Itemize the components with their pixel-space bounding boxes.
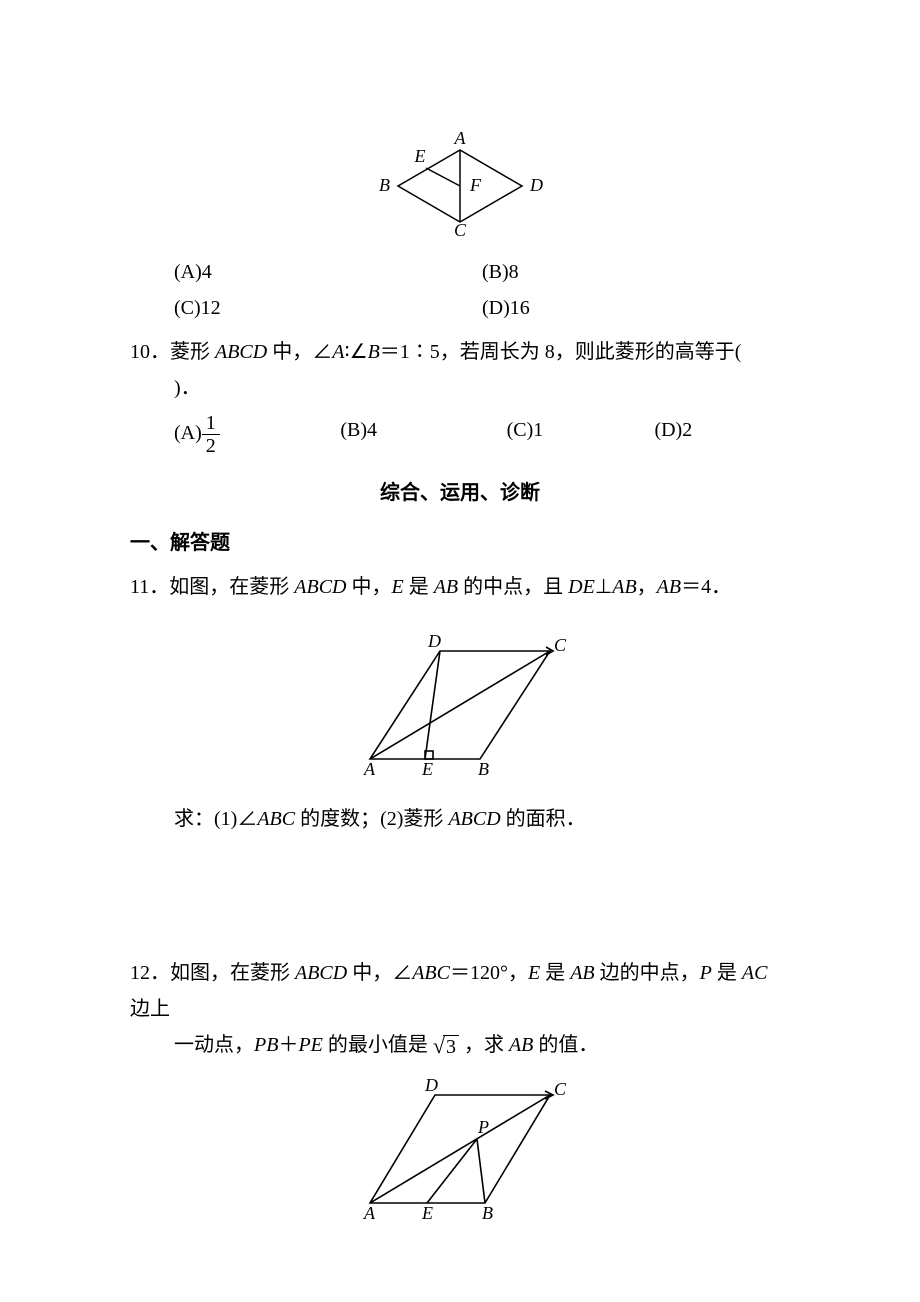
fraction-half: 12 [202,412,220,457]
q10-opt-c: (C)1 [507,412,655,457]
q10-closep: )． [174,370,790,406]
lbl-E: E [414,146,426,166]
lbl-D: D [529,175,543,195]
lbl-A: A [363,1203,376,1223]
q10-num: 10． [130,341,170,363]
q9-figure: A B C D E F [130,128,790,236]
q11-line: 11．如图，在菱形 ABCD 中，E 是 AB 的中点，且 DE⊥AB，AB＝4… [130,569,790,605]
q9-options-row2: (C)12 (D)16 [174,290,790,326]
lbl-C: C [554,1079,567,1099]
lbl-D: D [424,1075,438,1095]
lbl-B: B [478,759,489,779]
lbl-P: P [477,1117,489,1137]
rhombus-svg: A B C D E F [370,128,550,236]
q12-num: 12． [130,962,170,984]
sqrt-3: √3 [433,1035,459,1058]
q10-opt-b: (B)4 [340,412,506,457]
q11-svg: A B C D E [350,629,570,779]
lbl-C: C [554,635,567,655]
lbl-E: E [421,1203,433,1223]
q9-opt-b: (B)8 [482,254,790,290]
q10-opt-d: (D)2 [654,412,790,457]
q12-figure: A B C D E P [130,1073,790,1223]
q12-line1: 12．如图，在菱形 ABCD 中，∠ABC＝120°，E 是 AB 边的中点，P… [130,955,790,1027]
q9-options-row1: (A)4 (B)8 [174,254,790,290]
lbl-C: C [454,220,467,236]
lbl-E: E [421,759,433,779]
q10-opt-a: (A)12 [174,412,340,457]
section-heading: 综合、运用、诊断 [130,475,790,511]
lbl-A: A [363,759,376,779]
lbl-D: D [427,631,441,651]
q9-opt-c: (C)12 [174,290,482,326]
q11-num: 11． [130,576,169,598]
subsection-heading: 一、解答题 [130,525,790,561]
q12-line2: 一动点，PB＋PE 的最小值是 √3 ，求 AB 的值． [174,1027,790,1063]
q11-figure: A B C D E [130,629,790,779]
q12-svg: A B C D E P [350,1073,570,1223]
q11-ask: 求：(1)∠ABC 的度数；(2)菱形 ABCD 的面积． [174,801,790,837]
lbl-B: B [379,175,390,195]
lbl-B: B [482,1203,493,1223]
lbl-F: F [469,175,482,195]
lbl-A: A [454,128,467,148]
q9-opt-d: (D)16 [482,290,790,326]
q10-line: 10．菱形 ABCD 中，∠A∶∠B＝1∶5，若周长为 8，则此菱形的高等于( [130,334,790,370]
q10-options: (A)12 (B)4 (C)1 (D)2 [174,412,790,457]
q9-opt-a: (A)4 [174,254,482,290]
